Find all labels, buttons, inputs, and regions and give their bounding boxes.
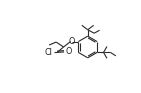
- Text: O: O: [68, 37, 75, 46]
- Text: O: O: [66, 47, 72, 56]
- Text: Cl: Cl: [44, 48, 52, 57]
